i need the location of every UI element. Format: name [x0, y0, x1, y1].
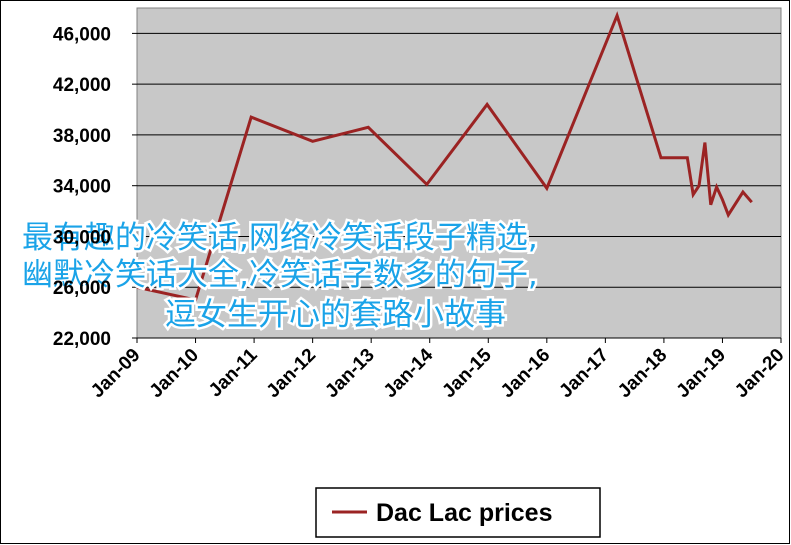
series-line	[136, 11, 753, 302]
legend-label: Dac Lac prices	[376, 499, 553, 527]
y-tick-label: 30,000	[53, 227, 111, 248]
y-tick-label: 46,000	[53, 24, 111, 45]
y-tick-label: 26,000	[53, 278, 111, 299]
y-tick-label: 42,000	[53, 75, 111, 96]
overlay-text: 逗女生开心的套路小故事	[165, 297, 506, 333]
overlay-text: 幽默冷笑话大全,冷笑话字数多的句子,	[22, 257, 538, 293]
plot-area	[136, 7, 782, 339]
y-tick-label: 22,000	[53, 329, 111, 350]
overlay-text: 最有趣的冷笑话,网络冷笑话段子精选,	[22, 220, 538, 256]
y-tick-label: 34,000	[53, 177, 111, 198]
y-tick-label: 38,000	[53, 126, 111, 147]
